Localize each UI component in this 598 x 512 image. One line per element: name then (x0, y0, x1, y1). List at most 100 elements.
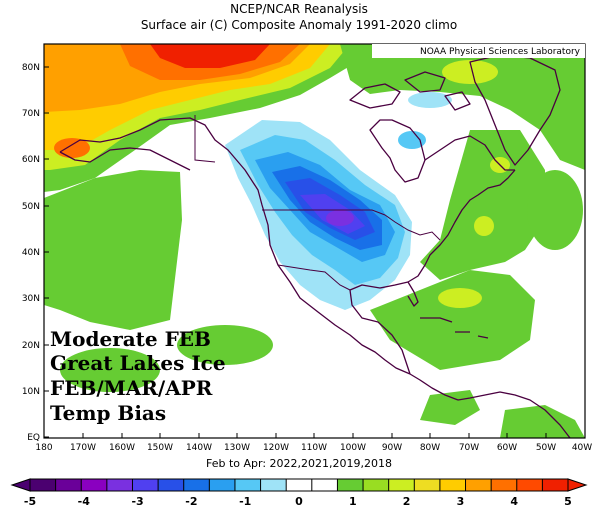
colorbar-left-arrow (10, 478, 31, 492)
chart-title: NCEP/NCAR Reanalysis (230, 2, 368, 16)
warm-anomaly-region (527, 170, 583, 250)
colorbar-cell (209, 479, 236, 491)
colorbar-cells (30, 479, 569, 491)
warm-anomaly-region (370, 270, 535, 370)
colorbar-label: 1 (349, 495, 357, 508)
lat-label-eq: EQ (27, 433, 40, 443)
lat-label-30n: 30N (22, 294, 40, 304)
warm-anomaly-spot (442, 60, 498, 84)
colorbar-cell (106, 479, 133, 491)
colorbar-cell (337, 479, 364, 491)
colorbar-cell (260, 479, 287, 491)
lat-label-20n: 20N (22, 341, 40, 351)
colorbar-cell (491, 479, 518, 491)
chart-subtitle: Surface air (C) Composite Anomaly 1991-2… (140, 18, 458, 32)
colorbar-right-arrow (567, 478, 588, 492)
borders (194, 115, 441, 291)
warm-anomaly-region (177, 325, 273, 365)
warm-anomaly-spot (474, 216, 494, 236)
lon-label-90w: 90W (382, 443, 402, 453)
colorbar-label: -1 (239, 495, 251, 508)
florida-peninsula (407, 281, 419, 307)
lat-label-60n: 60N (22, 155, 40, 165)
warm-anomaly-spot (438, 288, 482, 308)
lon-label-40w: 40W (572, 443, 592, 453)
colorbar-cell (81, 479, 108, 491)
lat-label-70n: 70N (22, 109, 40, 119)
colorbar-cell (439, 479, 466, 491)
anomaly-map: 80N 70N 60N 50N 40N 30N 20N 10N EQ 180 1… (22, 43, 592, 453)
colorbar-cell (55, 479, 82, 491)
south-america-coastline (457, 391, 571, 438)
mexico-gulf-coastline (349, 169, 516, 375)
caribbean-islands (420, 317, 489, 339)
colorbar-label: 5 (564, 495, 572, 508)
colorbar-label: -4 (78, 495, 91, 508)
lat-label-80n: 80N (22, 63, 40, 73)
cool-anomaly-spot (408, 92, 452, 108)
colorbar-label: -5 (24, 495, 36, 508)
north-america-coastline (59, 117, 411, 375)
cold-anomaly-core (326, 210, 354, 226)
colorbar-cell (363, 479, 389, 491)
warm-anomaly-region (420, 130, 545, 280)
alaska-coastline (59, 147, 191, 171)
lon-label-160w: 160W (109, 443, 135, 453)
colorbar-cell (516, 479, 543, 491)
us-canada-border (262, 209, 441, 241)
lon-label-140w: 140W (186, 443, 212, 453)
lat-label-50n: 50N (22, 202, 40, 212)
colorbar-cell (234, 479, 261, 491)
colorbar-cell (388, 479, 415, 491)
us-mexico-border (277, 264, 351, 291)
colorbar-label: 4 (510, 495, 518, 508)
lon-label-150w: 150W (147, 443, 173, 453)
date-range-label: Feb to Apr: 2022,2021,2019,2018 (205, 457, 393, 470)
colorbar-cell (414, 479, 441, 491)
annotation-line-2: Great Lakes Ice (50, 351, 226, 375)
annotation-line-1: Moderate FEB (50, 327, 211, 351)
lat-label-10n: 10N (22, 387, 40, 397)
lon-label-170w: 170W (70, 443, 96, 453)
warm-anomaly-region (340, 44, 585, 170)
lon-label-70w: 70W (459, 443, 479, 453)
cool-anomaly-spot (398, 131, 426, 149)
colorbar-cell (132, 479, 159, 491)
lon-label-60w: 60W (497, 443, 517, 453)
colorbar-cell (465, 479, 492, 491)
colorbar-cell (158, 479, 185, 491)
credit-box (372, 44, 585, 58)
warm-anomaly-region (44, 170, 182, 330)
colorbar-cell (542, 479, 569, 491)
lon-label-110w: 110W (301, 443, 327, 453)
labrador-coastline (424, 135, 515, 171)
colorbar-frame (29, 478, 569, 492)
colorbar-cell (183, 479, 210, 491)
central-america-coastline (409, 373, 459, 401)
colorbar-label: 3 (457, 495, 465, 508)
colorbar-label: 2 (403, 495, 411, 508)
lon-label-50w: 50W (536, 443, 556, 453)
lon-label-120w: 120W (263, 443, 289, 453)
colorbar-label: -3 (131, 495, 143, 508)
colorbar-label: 0 (295, 495, 303, 508)
coastlines (59, 54, 571, 438)
alaska-canada-border (194, 115, 216, 163)
greenland-coastline (469, 54, 561, 166)
annotation-line-4: Temp Bias (50, 401, 166, 425)
credit-text: NOAA Physical Sciences Laboratory (420, 47, 581, 57)
warm-anomaly-region (150, 44, 270, 68)
arctic-islands (349, 71, 471, 111)
warm-anomaly-region (60, 348, 160, 392)
lon-label-180: 180 (35, 443, 52, 453)
colorbar-cell (311, 479, 338, 491)
lon-label-80w: 80W (420, 443, 440, 453)
colorbar-label: -2 (185, 495, 197, 508)
colorbar-cell (30, 479, 56, 491)
lon-label-100w: 100W (340, 443, 366, 453)
lon-label-130w: 130W (224, 443, 250, 453)
colorbar-cell (286, 479, 313, 491)
hudson-bay-coastline (369, 119, 426, 183)
lat-label-40n: 40N (22, 248, 40, 258)
colorbar: -5 -4 -3 -2 -1 0 1 2 3 4 5 (10, 478, 588, 508)
